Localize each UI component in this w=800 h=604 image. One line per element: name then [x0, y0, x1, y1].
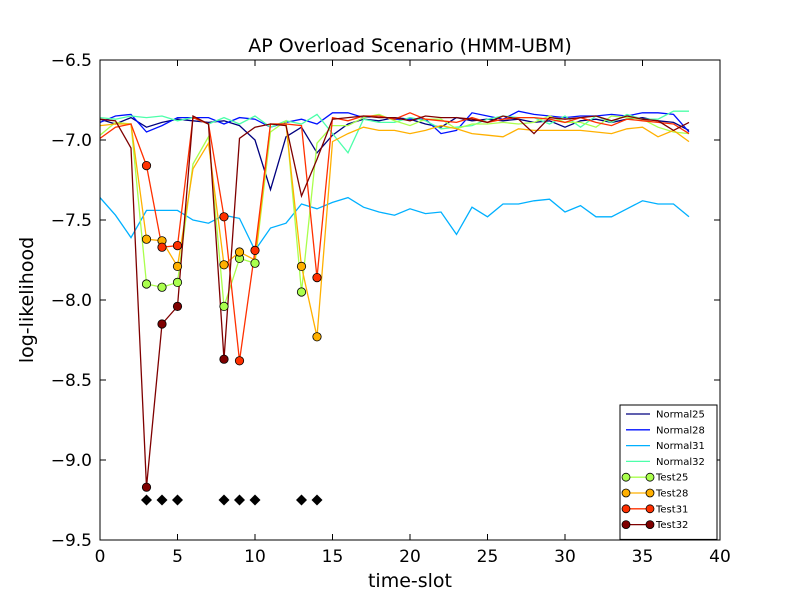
legend-marker-test28: [621, 488, 631, 498]
point-test32-t5: [172, 301, 183, 311]
point-test32-t8: [219, 354, 229, 364]
point-test25-t13: [296, 287, 307, 297]
x-tick-label: 0: [95, 547, 106, 567]
legend-label-test28: Test28: [655, 489, 688, 500]
legend-marker-test25: [645, 472, 655, 482]
anomaly-marker-t9: [234, 494, 245, 506]
test-series-line-test31: [100, 112, 690, 361]
point-test28-t3: [141, 234, 152, 244]
y-tick-label: −7.5: [51, 211, 92, 231]
x-tick-label: 20: [399, 547, 421, 567]
point-test31-t8: [219, 212, 229, 222]
y-tick-label: −9.5: [51, 531, 92, 551]
x-tick-label: 30: [554, 547, 576, 567]
point-test31-t14: [312, 272, 322, 283]
legend-marker-test31: [621, 504, 631, 514]
y-tick-label: −8.0: [51, 291, 92, 311]
x-tick-label: 40: [709, 547, 731, 567]
legend-marker-test25: [621, 472, 631, 482]
point-test25-t5: [172, 277, 183, 287]
point-test31-t10: [250, 245, 260, 255]
anomaly-marker-t3: [141, 494, 152, 506]
series-line-normal31: [100, 196, 690, 252]
test-series-line-test32: [100, 114, 690, 488]
legend-marker-test32: [645, 520, 655, 529]
legend-marker-test32: [621, 520, 631, 529]
point-test28-t8: [219, 260, 229, 270]
y-tick-label: −6.5: [51, 51, 92, 71]
point-test31-t5: [172, 241, 183, 251]
x-tick-label: 25: [477, 547, 499, 567]
legend-label-test31: Test31: [655, 504, 688, 515]
point-test25-t4: [157, 282, 167, 292]
test-series-line-test25: [100, 113, 690, 307]
point-test31-t9: [234, 356, 245, 366]
point-test25-t10: [250, 258, 260, 268]
legend-label-normal25: Normal25: [656, 410, 705, 421]
x-axis-label: time-slot: [368, 570, 452, 592]
y-tick-label: −8.5: [51, 371, 92, 391]
point-test28-t9: [234, 247, 245, 257]
point-test32-t4: [157, 319, 167, 329]
x-tick-label: 5: [172, 547, 183, 567]
legend: Normal25 Normal28 Normal31 Normal32 Test25 Te…: [619, 404, 718, 540]
x-tick-label: 35: [632, 547, 654, 567]
anomaly-marker-t10: [249, 494, 261, 506]
point-test32-t3: [141, 482, 152, 492]
legend-label-normal28: Normal28: [656, 425, 705, 436]
legend-box: [619, 404, 718, 540]
point-test31-t3: [141, 161, 152, 171]
legend-label-test25: Test25: [655, 473, 688, 484]
anomaly-marker-t13: [296, 494, 307, 506]
anomaly-marker-t5: [172, 494, 183, 506]
chart-title: AP Overload Scenario (HMM-UBM): [248, 35, 572, 57]
legend-label-normal31: Normal31: [656, 441, 705, 452]
anomaly-marker-t4: [156, 494, 168, 506]
anomaly-marker-t14: [311, 494, 323, 506]
point-test28-t13: [296, 261, 307, 271]
legend-marker-test28: [645, 488, 655, 498]
x-tick-label: 15: [322, 547, 344, 567]
y-axis-label: log-likelihood: [16, 237, 38, 363]
anomaly-marker-t8: [218, 494, 230, 506]
point-test25-t8: [219, 301, 229, 311]
y-tick-label: −7.0: [51, 131, 92, 151]
test-series-line-test28: [100, 123, 690, 337]
point-test25-t3: [141, 279, 152, 289]
legend-marker-test31: [645, 504, 655, 514]
point-test28-t14: [312, 332, 322, 342]
x-tick-label: 10: [244, 547, 266, 567]
point-test31-t4: [157, 242, 167, 252]
legend-label-normal32: Normal32: [656, 457, 705, 468]
legend-label-test32: Test32: [655, 520, 688, 531]
y-tick-label: −9.0: [51, 451, 92, 471]
point-test28-t5: [172, 261, 183, 271]
